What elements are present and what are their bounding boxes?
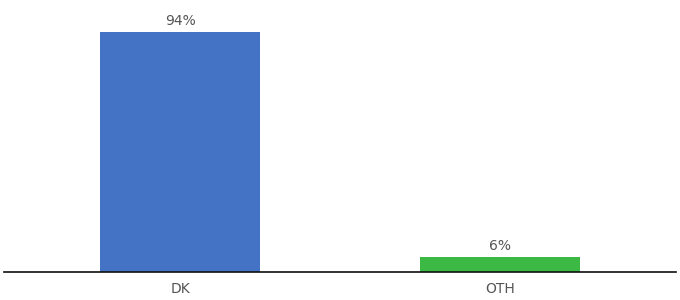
Text: 94%: 94% (165, 14, 195, 28)
Text: 6%: 6% (489, 239, 511, 253)
Bar (420, 257, 580, 272)
Bar (100, 32, 260, 272)
